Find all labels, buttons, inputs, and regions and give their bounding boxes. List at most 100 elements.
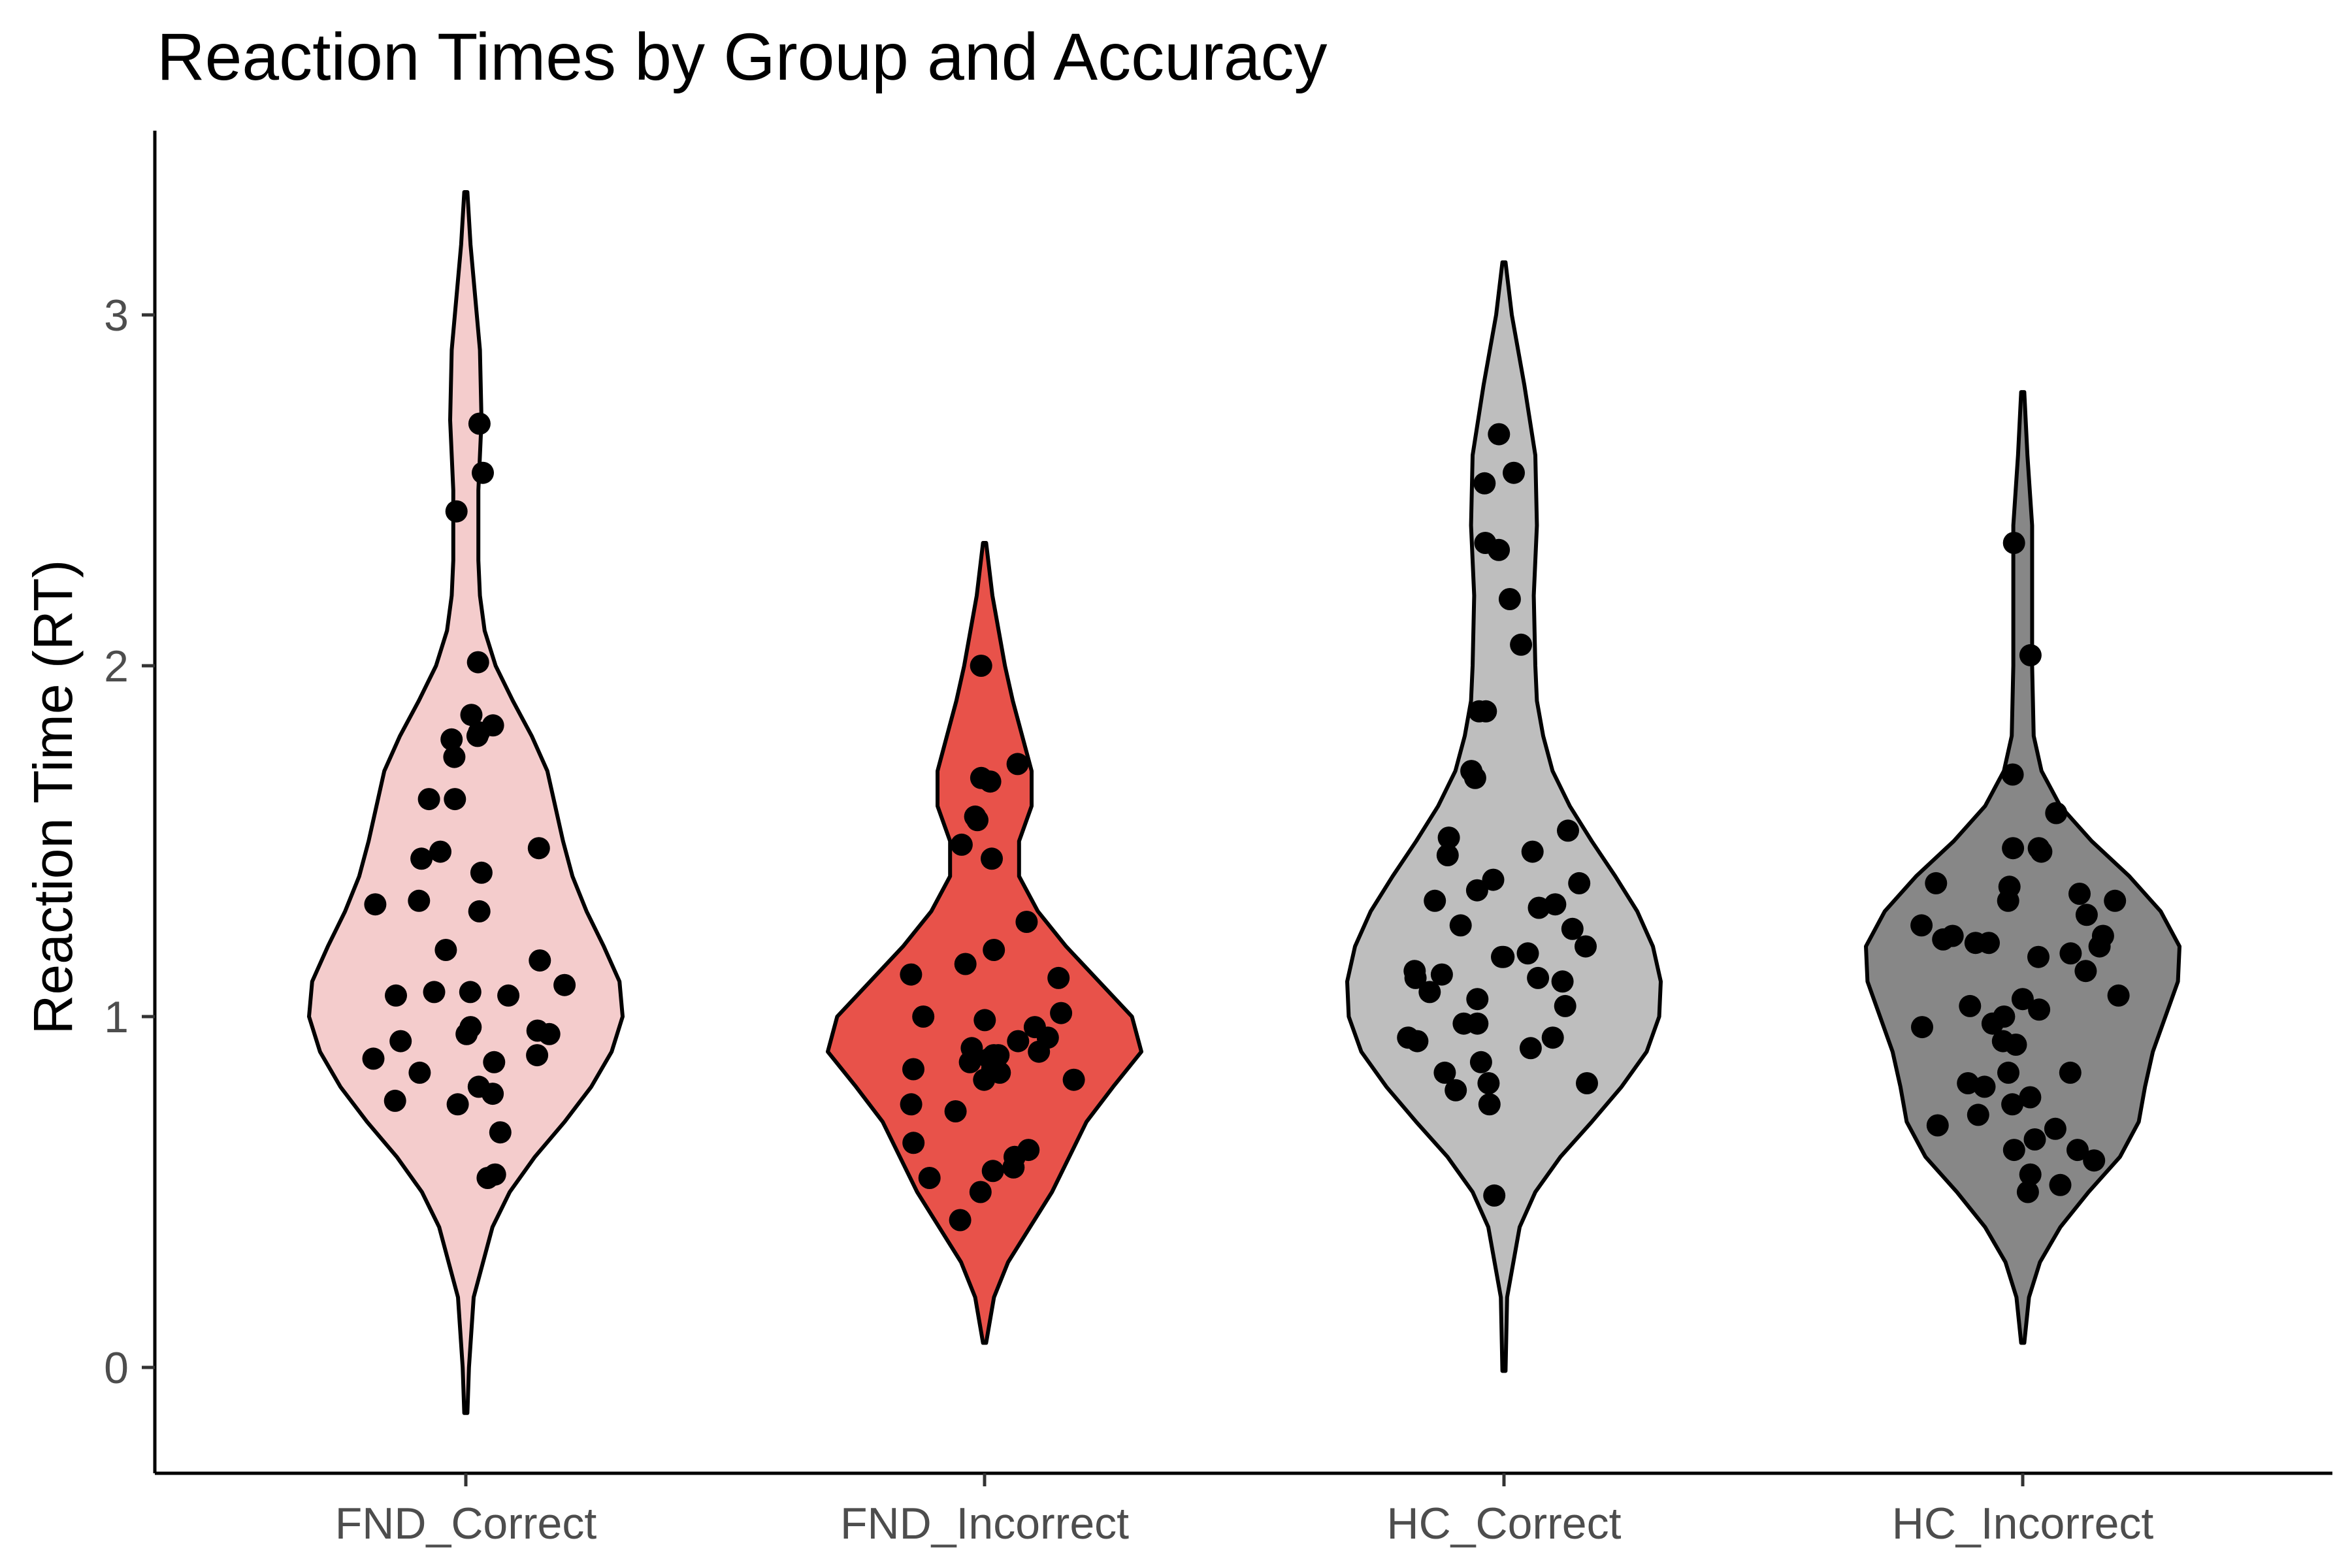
data-point [900, 1093, 923, 1116]
data-point [1978, 932, 2000, 955]
data-point [445, 500, 468, 523]
data-point [2028, 998, 2051, 1021]
data-point [1488, 538, 1511, 561]
data-point [902, 1132, 925, 1154]
data-point [1910, 914, 1933, 937]
x-tick-label: HC_Correct [1387, 1499, 1622, 1548]
data-point [2019, 1086, 2042, 1109]
data-point [1557, 819, 1579, 842]
data-point [970, 766, 992, 789]
data-point [440, 728, 463, 751]
data-point [1483, 1184, 1506, 1207]
data-point [1510, 633, 1533, 656]
data-point [973, 1009, 996, 1032]
data-point [1911, 1016, 1933, 1039]
y-tick-label: 0 [104, 1343, 129, 1393]
data-point [944, 1100, 967, 1122]
data-point [2030, 840, 2053, 863]
data-point [983, 939, 1005, 961]
x-tick-label: HC_Incorrect [1892, 1499, 2154, 1548]
data-point [1473, 472, 1496, 495]
data-point [2016, 1181, 2039, 1203]
data-point [362, 1047, 385, 1070]
violin-HC_Incorrect [1864, 390, 2181, 1345]
data-point [1460, 760, 1483, 783]
data-point [1404, 966, 1427, 989]
data-point [1527, 896, 1550, 919]
data-point [1477, 1072, 1500, 1094]
data-point [423, 981, 446, 1004]
data-point [966, 809, 988, 832]
data-point [1433, 1061, 1456, 1084]
data-point [1062, 1068, 1085, 1091]
data-point [1561, 917, 1584, 940]
data-point [1503, 461, 1525, 484]
data-point [1430, 963, 1453, 986]
data-point [1465, 879, 1488, 902]
data-point [385, 984, 407, 1007]
data-point [1445, 1079, 1467, 1102]
data-point [443, 745, 466, 768]
data-point [2002, 532, 2025, 554]
data-point [1991, 1030, 2014, 1053]
data-point [970, 655, 992, 677]
data-point [988, 1061, 1011, 1084]
data-point [2044, 1117, 2066, 1140]
data-point [1519, 1037, 1542, 1060]
data-point [1466, 988, 1489, 1011]
data-point [1997, 1061, 2019, 1084]
data-point [2068, 883, 2091, 905]
data-point [1498, 588, 1521, 610]
data-point [918, 1167, 941, 1189]
y-tick-label: 3 [104, 291, 129, 340]
data-point [950, 833, 973, 856]
data-point [2083, 1149, 2106, 1172]
data-point [472, 461, 494, 484]
y-tick-label: 1 [104, 992, 129, 1042]
data-point [1925, 872, 1948, 894]
data-point [489, 1121, 512, 1144]
ticks-layer: FND_Correct FND_Incorrect HC_Correct HC_Inc… [104, 291, 2153, 1548]
data-point [2075, 904, 2098, 926]
data-point [949, 1209, 972, 1232]
data-point [1469, 1051, 1492, 1073]
y-tick-label: 2 [104, 642, 129, 691]
data-point [466, 651, 489, 674]
data-point [969, 1181, 992, 1203]
data-point [1541, 1026, 1564, 1049]
y-axis-title: Reaction Time (RT) [22, 560, 84, 1035]
data-point [1492, 945, 1515, 968]
data-point [1466, 1012, 1489, 1035]
data-point [2066, 1139, 2089, 1162]
data-point [1436, 844, 1459, 866]
data-point [1424, 889, 1446, 912]
data-point [1015, 911, 1038, 933]
points-layer [362, 412, 2130, 1232]
data-point [468, 412, 491, 435]
data-point [1028, 1040, 1051, 1063]
data-point [1017, 1139, 1040, 1162]
data-point [2059, 1061, 2082, 1084]
data-point [476, 1167, 499, 1189]
violins-layer [307, 190, 2181, 1415]
data-point [459, 1016, 482, 1039]
data-point [1575, 935, 1597, 958]
data-point [1488, 423, 1511, 446]
data-point [417, 788, 440, 811]
x-tick-label: FND_Correct [335, 1499, 597, 1548]
data-point [2001, 1093, 2024, 1116]
data-point [410, 847, 433, 870]
data-point [529, 949, 551, 972]
data-point [1449, 914, 1472, 937]
data-point [497, 984, 520, 1007]
data-point [364, 893, 387, 916]
data-point [2011, 988, 2034, 1011]
data-point [1406, 1030, 1429, 1053]
data-point [981, 847, 1003, 870]
data-point [2107, 984, 2130, 1007]
axes-layer [153, 131, 2332, 1475]
data-point [1527, 966, 1550, 989]
data-point [408, 1061, 431, 1084]
